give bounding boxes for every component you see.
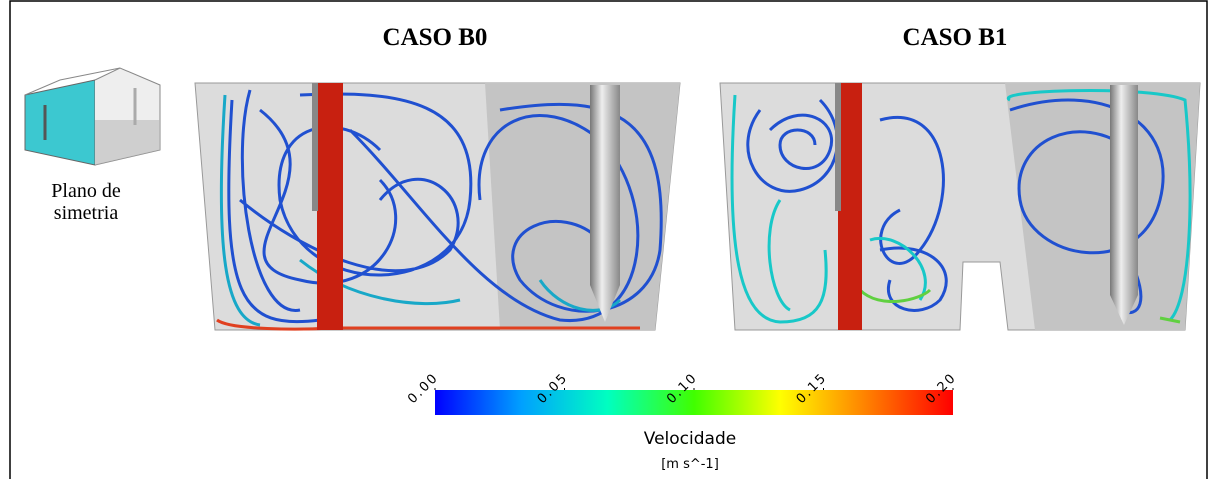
colorbar-title: Velocidade xyxy=(644,429,736,449)
panel-b1 xyxy=(720,83,1200,330)
inset-caption: Plano de xyxy=(51,180,121,202)
colorbar xyxy=(435,390,953,415)
panel-b0 xyxy=(195,83,680,330)
figure: CASO B0 CASO B1 Plano de simetria 0.000.… xyxy=(0,0,1217,479)
panel-title: CASO B0 xyxy=(383,24,488,51)
inset-icon xyxy=(25,68,160,165)
panel-title: CASO B1 xyxy=(903,24,1008,51)
colorbar-unit: [m s^-1] xyxy=(661,457,719,472)
inset-caption: simetria xyxy=(54,202,119,224)
